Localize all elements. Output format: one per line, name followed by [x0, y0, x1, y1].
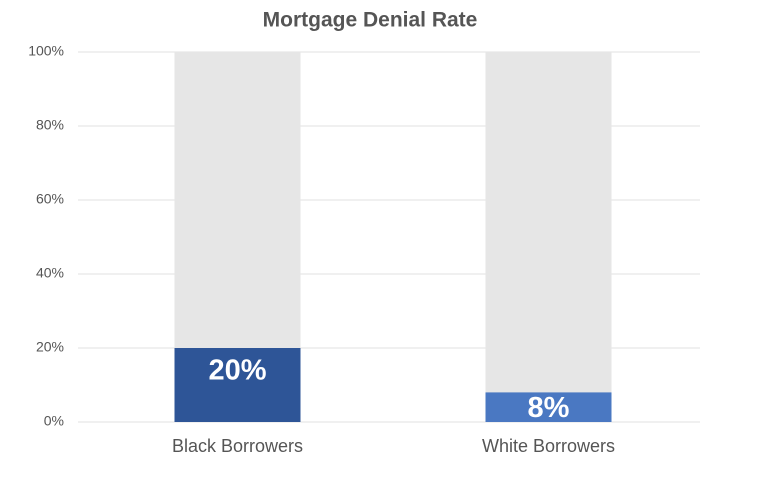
y-tick-label: 20%: [36, 339, 64, 355]
bar: [174, 348, 301, 422]
y-tick-label: 60%: [36, 191, 64, 207]
x-tick-label: Black Borrowers: [172, 436, 303, 456]
bar-track: [485, 52, 612, 422]
chart-title: Mortgage Denial Rate: [263, 9, 478, 32]
bar: [485, 392, 612, 422]
y-tick-label: 80%: [36, 117, 64, 133]
value-label: 8%: [528, 392, 570, 424]
y-tick-label: 100%: [28, 43, 64, 59]
x-tick-label: White Borrowers: [482, 436, 615, 456]
y-tick-label: 40%: [36, 265, 64, 281]
value-label: 20%: [208, 355, 266, 387]
y-tick-label: 0%: [44, 413, 64, 429]
